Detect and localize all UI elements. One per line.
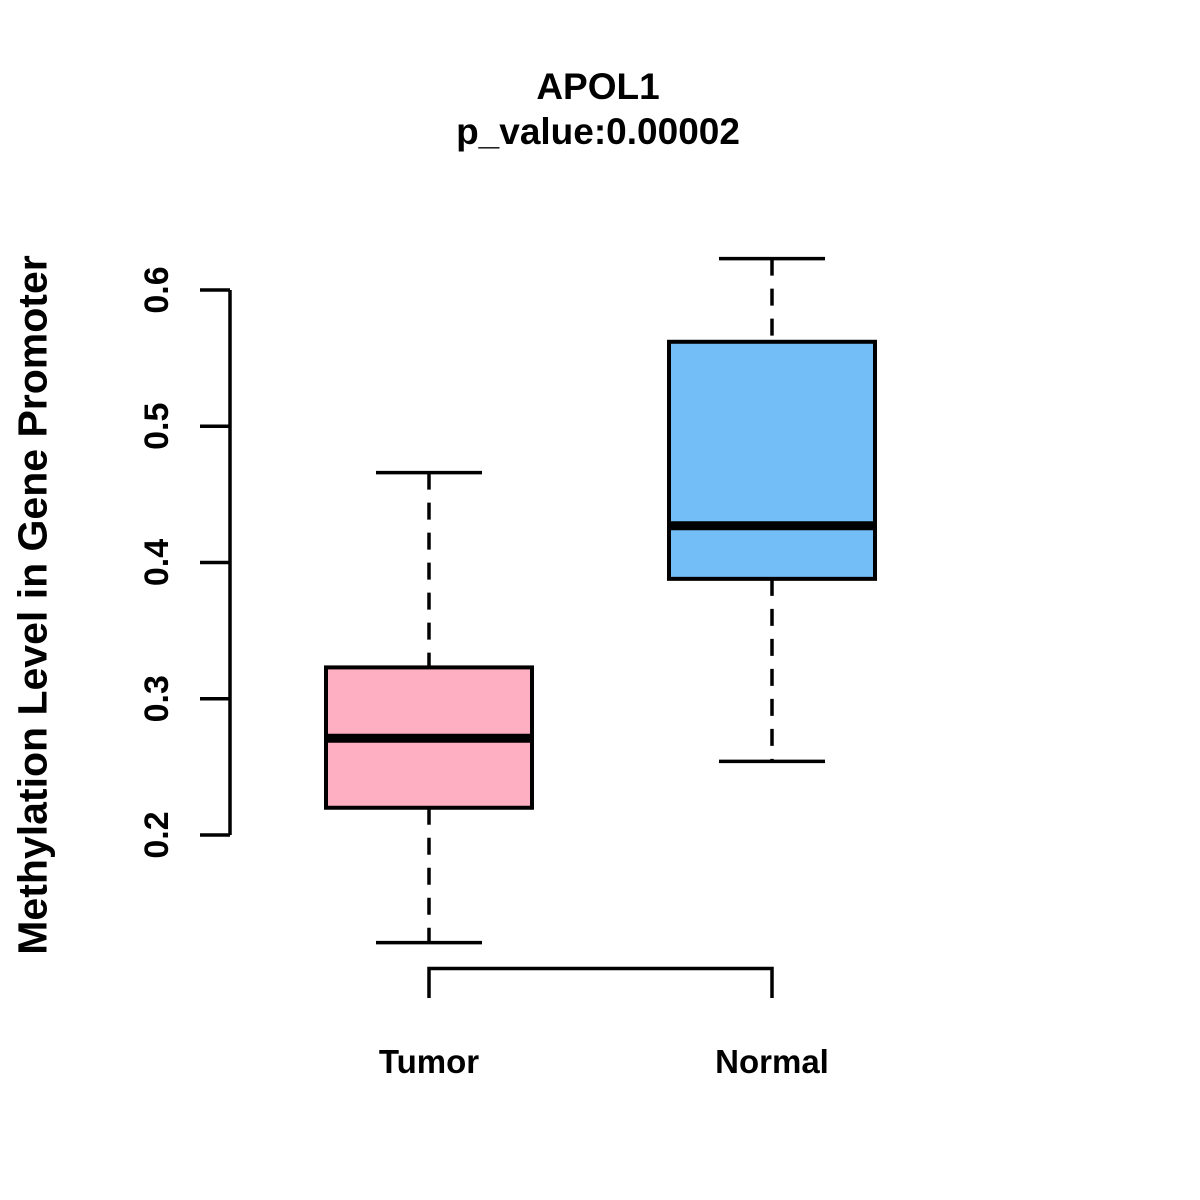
y-axis-tick-label: 0.3 (138, 675, 176, 722)
chart-title-gene: APOL1 (536, 66, 660, 107)
y-axis-tick-label: 0.6 (138, 266, 176, 313)
x-axis-bracket (427, 966, 774, 998)
chart-title: APOL1 p_value:0.00002 (456, 64, 740, 154)
category-label-normal: Normal (715, 1043, 829, 1080)
y-axis-tick-label: 0.2 (138, 811, 176, 858)
y-axis-tick-label: 0.5 (138, 403, 176, 450)
box-normal (667, 339, 877, 581)
category-label-tumor: Tumor (379, 1043, 479, 1080)
chart-title-pvalue: p_value:0.00002 (456, 111, 740, 152)
y-axis-tick-label: 0.4 (138, 539, 176, 586)
